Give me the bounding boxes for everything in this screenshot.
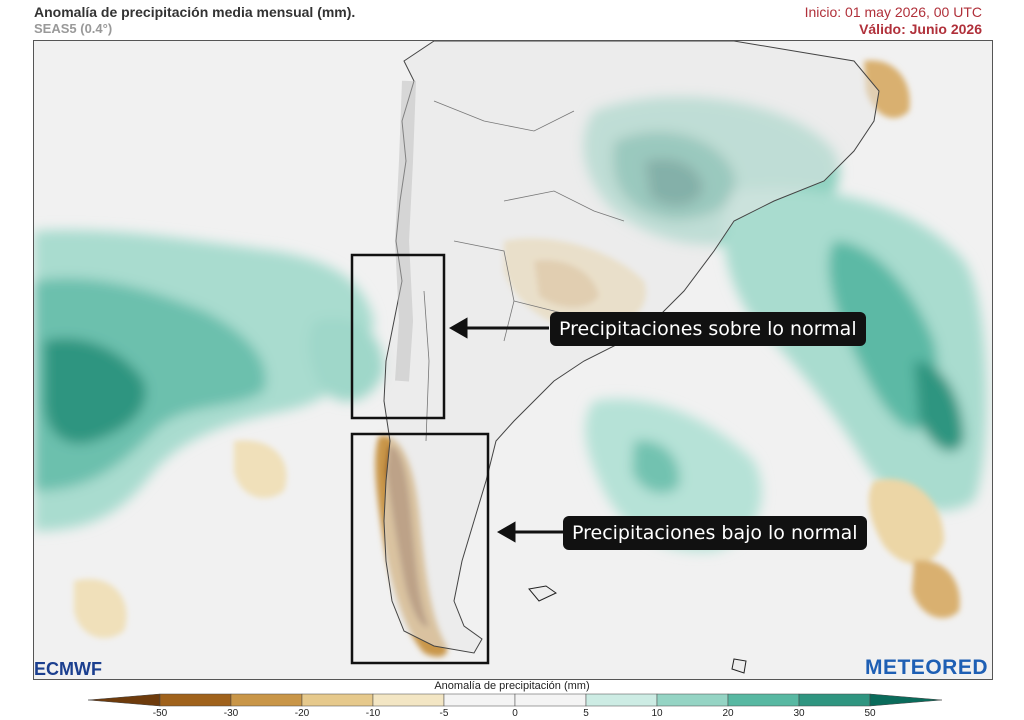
wet-anomaly-pacific [34,230,384,532]
colorbar-segment [372,693,445,707]
precipitation-map [33,40,993,680]
meteored-logo: METEORED [864,656,988,679]
colorbar-tick-label: -20 [294,708,310,719]
colorbar-tick-label: 50 [864,708,876,719]
valid-period: Válido: Junio 2026 [859,21,982,37]
colorbar-tick-label: -10 [365,708,381,719]
colorbar-tick-label: 5 [583,708,589,719]
colorbar-segment [656,693,729,707]
callout-above-normal: Precipitaciones sobre lo normal [550,312,866,346]
header-title: Anomalía de precipitación media mensual … [34,4,356,20]
colorbar-segment [727,693,800,707]
ecmwf-logo: ECMWF [34,659,102,679]
box-above-normal [350,253,446,420]
colorbar-segment [230,693,303,707]
south-america-landmass [383,41,880,654]
arrow-below [496,521,566,543]
colorbar-high-extend [869,693,943,707]
colorbar-segment [159,693,232,707]
colorbar-tick-label: -50 [152,708,168,719]
colorbar-segment [443,693,516,707]
callout-below-normal: Precipitaciones bajo lo normal [563,516,867,550]
colorbar-segment [301,693,374,707]
colorbar-low-extend [87,693,161,707]
colorbar-tick-label: 30 [793,708,805,719]
header-subtitle: SEAS5 (0.4°) [34,21,113,36]
colorbar-tick-label: 0 [512,708,518,719]
colorbar-tick-label: -5 [439,708,449,719]
colorbar-tick-label: -30 [223,708,239,719]
colorbar-tick-label: 10 [651,708,663,719]
colorbar-tick-label: 20 [722,708,734,719]
country-borders [423,100,625,442]
arrow-above [448,317,549,339]
colorbar [87,693,943,707]
colorbar-segment [585,693,658,707]
colorbar-segment [798,693,871,707]
colorbar-segment [514,693,587,707]
box-below-normal [350,432,490,665]
colorbar-title: Anomalía de precipitación (mm) [434,680,590,692]
init-time: Inicio: 01 may 2026, 00 UTC [804,4,982,20]
